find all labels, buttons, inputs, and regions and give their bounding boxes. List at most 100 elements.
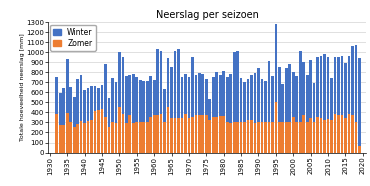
Bar [184, 74, 187, 114]
Bar [115, 82, 117, 123]
Bar [208, 120, 211, 153]
Bar [247, 120, 249, 153]
Bar [156, 115, 159, 153]
Bar [316, 57, 319, 117]
Bar [160, 114, 162, 153]
Bar [94, 86, 97, 111]
Bar [181, 118, 184, 153]
Bar [76, 79, 79, 124]
Bar [295, 122, 298, 153]
Bar [285, 122, 287, 153]
Bar [341, 56, 343, 115]
Bar [174, 51, 176, 118]
Bar [135, 122, 138, 153]
Bar [309, 60, 312, 118]
Bar [222, 71, 225, 116]
Bar [125, 123, 128, 153]
Bar [181, 77, 184, 118]
Bar [83, 123, 86, 153]
Bar [191, 117, 194, 153]
Bar [177, 49, 180, 118]
Bar [118, 107, 121, 153]
Bar [236, 122, 239, 153]
Bar [195, 75, 197, 115]
Bar [69, 87, 72, 122]
Bar [156, 49, 159, 115]
Bar [323, 54, 326, 120]
Bar [215, 72, 218, 117]
Bar [351, 115, 354, 153]
Bar [56, 114, 58, 153]
Bar [233, 122, 236, 153]
Bar [104, 64, 107, 117]
Bar [278, 122, 281, 153]
Bar [320, 118, 322, 153]
Bar [354, 122, 357, 153]
Bar [198, 73, 201, 115]
Bar [202, 74, 204, 115]
Bar [135, 77, 138, 122]
Bar [330, 120, 333, 153]
Bar [132, 123, 135, 153]
Bar [354, 45, 357, 122]
Bar [212, 117, 215, 153]
Bar [128, 75, 131, 115]
Bar [309, 118, 312, 153]
Bar [101, 109, 103, 153]
Bar [243, 82, 246, 122]
Bar [229, 123, 232, 153]
Bar [205, 115, 208, 153]
Bar [208, 99, 211, 120]
Bar [66, 59, 68, 113]
Bar [90, 120, 93, 153]
Bar [115, 123, 117, 153]
Bar [302, 115, 305, 153]
Bar [347, 56, 350, 114]
Bar [250, 120, 253, 153]
Bar [63, 126, 65, 153]
Bar [212, 77, 215, 117]
Bar [334, 57, 336, 114]
Bar [59, 93, 62, 126]
Bar [219, 116, 222, 153]
Bar [306, 75, 309, 122]
Bar [83, 90, 86, 123]
Bar [73, 97, 75, 127]
Bar [275, 24, 277, 102]
Bar [153, 80, 155, 115]
Bar [160, 51, 162, 114]
Bar [226, 122, 229, 153]
Bar [153, 115, 155, 153]
Bar [142, 81, 145, 122]
Bar [250, 75, 253, 120]
Bar [330, 78, 333, 120]
Bar [257, 68, 260, 122]
Bar [334, 114, 336, 153]
Bar [320, 56, 322, 118]
Bar [358, 58, 361, 146]
Bar [118, 52, 121, 107]
Bar [306, 122, 309, 153]
Bar [121, 57, 124, 114]
Bar [243, 122, 246, 153]
Bar [313, 83, 316, 122]
Bar [226, 77, 229, 122]
Bar [337, 57, 340, 115]
Bar [146, 81, 149, 122]
Bar [139, 122, 142, 153]
Bar [268, 122, 270, 153]
Bar [247, 79, 249, 120]
Bar [271, 76, 274, 122]
Bar [149, 117, 152, 153]
Bar [351, 46, 354, 115]
Bar [313, 122, 316, 153]
Bar [344, 63, 347, 118]
Bar [275, 102, 277, 153]
Bar [299, 122, 302, 153]
Bar [264, 81, 267, 122]
Bar [295, 76, 298, 122]
Bar [205, 79, 208, 115]
Bar [198, 115, 201, 153]
Bar [80, 75, 83, 121]
Bar [233, 52, 236, 122]
